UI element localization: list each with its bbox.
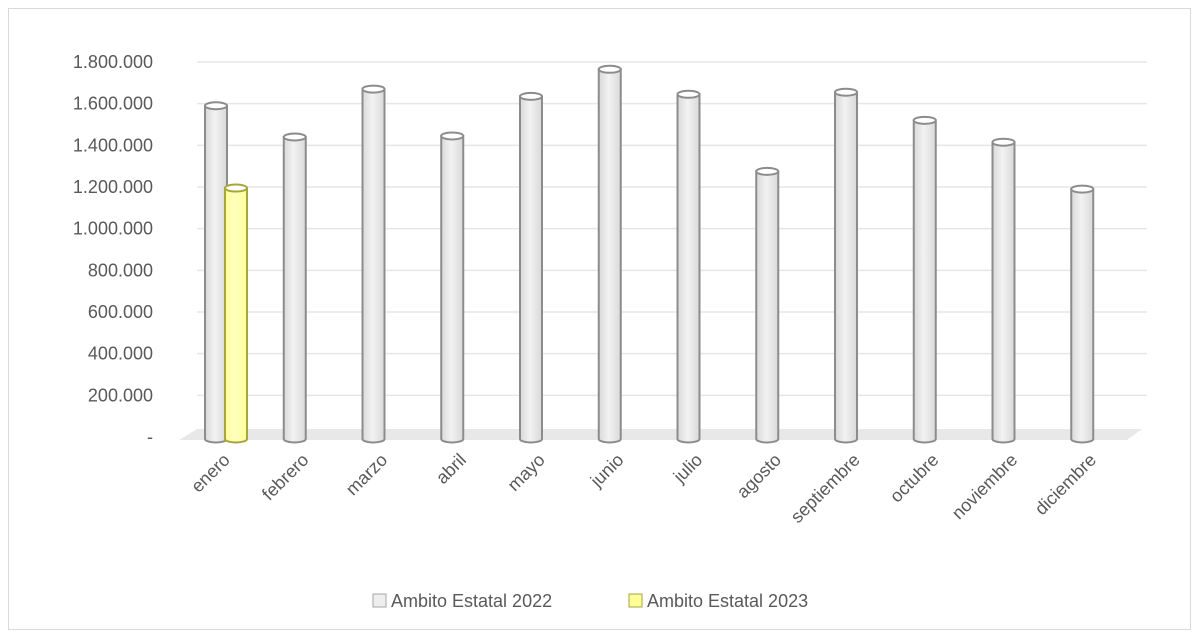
legend-label-2023: Ambito Estatal 2023 bbox=[647, 591, 808, 611]
gridlines bbox=[197, 61, 1147, 397]
x-category-label: abril bbox=[432, 450, 470, 488]
bars bbox=[204, 64, 1095, 444]
bar-octubre-0 bbox=[912, 115, 937, 444]
bar-enero-1 bbox=[224, 183, 248, 444]
y-tick-label: 400.000 bbox=[88, 344, 153, 364]
bar-junio-0 bbox=[597, 64, 622, 444]
y-tick-label: 1.000.000 bbox=[73, 219, 153, 239]
bar-abril-0 bbox=[440, 131, 465, 444]
x-category-label: junio bbox=[586, 450, 628, 492]
x-category-label: diciembre bbox=[1031, 450, 1100, 519]
x-category-label: julio bbox=[669, 450, 706, 487]
x-category-label: enero bbox=[187, 450, 234, 497]
y-tick-label: - bbox=[147, 427, 153, 447]
bar-enero-0 bbox=[204, 101, 228, 444]
y-tick-label: 1.400.000 bbox=[73, 135, 153, 155]
y-tick-label: 1.800.000 bbox=[73, 52, 153, 72]
x-category-label: noviembre bbox=[948, 450, 1022, 524]
x-category-label: marzo bbox=[342, 450, 392, 500]
chart-plot: - 200.000 400.000 600.000 800.000 1.000.000 1.… bbox=[73, 52, 1147, 611]
legend-swatch-2023 bbox=[628, 593, 643, 608]
bar-agosto-0 bbox=[755, 166, 780, 444]
y-tick-label: 600.000 bbox=[88, 302, 153, 322]
chart-floor bbox=[179, 429, 1142, 440]
y-tick-label: 1.200.000 bbox=[73, 177, 153, 197]
floor-plane bbox=[179, 429, 1142, 440]
y-tick-label: 1.600.000 bbox=[73, 94, 153, 114]
x-category-label: septiembre bbox=[787, 450, 864, 527]
bar-septiembre-0 bbox=[834, 87, 858, 444]
legend-label-2022: Ambito Estatal 2022 bbox=[391, 591, 552, 611]
legend: Ambito Estatal 2022 Ambito Estatal 2023 bbox=[372, 591, 808, 611]
bar-febrero-0 bbox=[282, 132, 307, 444]
x-category-label: mayo bbox=[504, 450, 549, 495]
legend-swatch-2022 bbox=[372, 593, 387, 608]
y-axis-ticks: - 200.000 400.000 600.000 800.000 1.000.000 1.… bbox=[73, 52, 153, 447]
y-tick-label: 200.000 bbox=[88, 385, 153, 405]
chart-area: - 200.000 400.000 600.000 800.000 1.000.000 1.… bbox=[8, 8, 1191, 630]
x-category-label: febrero bbox=[258, 450, 312, 504]
bar-mayo-0 bbox=[519, 91, 543, 444]
y-tick-label: 800.000 bbox=[88, 260, 153, 280]
bar-julio-0 bbox=[676, 89, 701, 444]
x-category-label: octubre bbox=[886, 450, 943, 507]
x-axis-categories: enero febrero marzo abril mayo junio julio agos… bbox=[187, 450, 1100, 527]
x-category-label: agosto bbox=[733, 450, 785, 502]
bar-marzo-0 bbox=[361, 84, 386, 444]
bar-noviembre-0 bbox=[991, 137, 1016, 444]
bar-diciembre-0 bbox=[1070, 184, 1095, 444]
